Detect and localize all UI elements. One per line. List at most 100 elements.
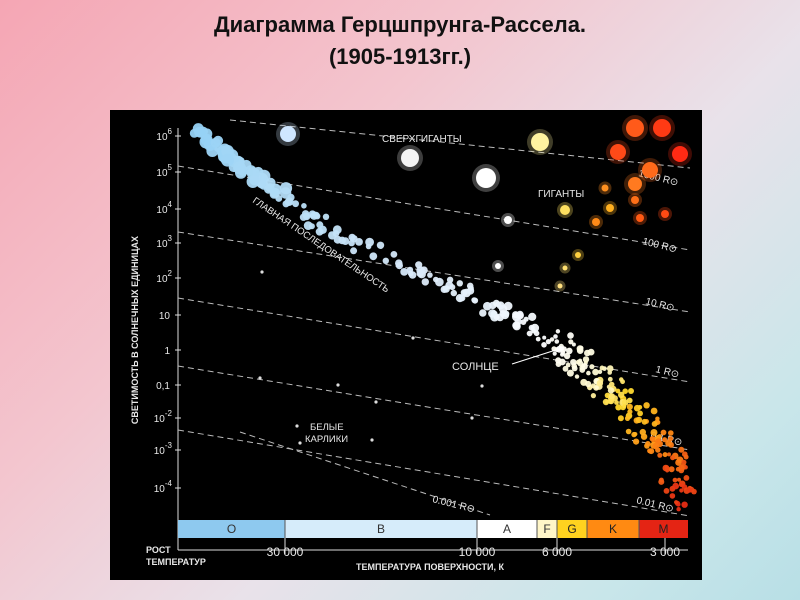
spectral-class-label: K: [609, 522, 617, 536]
star-main-sequence: [592, 368, 599, 376]
star-main-sequence: [672, 477, 678, 483]
star-main-sequence: [625, 428, 632, 435]
radius-line: [229, 119, 691, 169]
star-white-dwarf: [260, 270, 264, 274]
star-main-sequence: [668, 436, 674, 442]
star-main-sequence: [560, 350, 566, 355]
star-main-sequence: [669, 493, 676, 499]
radius-line-label: 10 R⊙: [644, 296, 675, 314]
star-main-sequence: [292, 200, 299, 208]
star-supergiant: [672, 146, 688, 162]
star-main-sequence: [571, 365, 578, 372]
star-main-sequence: [568, 339, 574, 345]
star-main-sequence: [665, 439, 672, 447]
x-tick-label: 10 000: [459, 545, 496, 559]
star-main-sequence: [456, 280, 463, 287]
star-main-sequence: [265, 177, 276, 188]
star-main-sequence: [582, 356, 590, 363]
star-giant: [495, 263, 501, 269]
star-main-sequence: [589, 364, 595, 370]
star-supergiant: [610, 144, 626, 160]
star-main-sequence: [233, 161, 246, 175]
star-main-sequence: [683, 454, 689, 460]
star-supergiant: [642, 162, 658, 178]
star-main-sequence: [285, 197, 294, 206]
star-main-sequence: [597, 369, 603, 374]
star-main-sequence: [575, 359, 581, 365]
star-white-dwarf: [336, 383, 340, 387]
star-main-sequence: [668, 430, 674, 436]
spectral-class-B: [285, 520, 477, 538]
star-main-sequence: [348, 233, 356, 241]
star-main-sequence: [643, 402, 650, 409]
y-tick-label: 10: [159, 311, 171, 322]
spectral-class-G: [557, 520, 587, 538]
star-main-sequence: [221, 153, 234, 167]
x-tick-label: 30 000: [267, 545, 304, 559]
star-main-sequence: [608, 398, 615, 405]
star-giant: [504, 216, 512, 224]
star-main-sequence: [633, 438, 640, 445]
star-main-sequence: [633, 404, 641, 412]
star-main-sequence: [617, 415, 624, 422]
star-main-sequence: [376, 241, 385, 249]
star-main-sequence: [628, 388, 634, 394]
star-main-sequence: [670, 455, 676, 461]
star-main-sequence: [571, 342, 576, 347]
y-tick-label: 1: [164, 346, 170, 357]
star-main-sequence: [563, 352, 571, 360]
star-white-dwarf: [374, 400, 378, 404]
star-main-sequence: [652, 442, 659, 450]
star-main-sequence: [570, 359, 577, 366]
star-main-sequence: [562, 365, 569, 372]
star-main-sequence: [471, 297, 479, 304]
star-main-sequence: [679, 488, 684, 493]
sun-pointer-line: [511, 347, 563, 365]
star-white-dwarf: [370, 438, 374, 442]
star-main-sequence: [672, 482, 679, 490]
star-main-sequence: [594, 385, 599, 390]
star-main-sequence: [322, 213, 330, 220]
label-white-dwarfs-line2: КАРЛИКИ: [305, 434, 348, 445]
star-main-sequence: [442, 285, 450, 293]
star-main-sequence: [416, 266, 425, 275]
star-giant: [636, 214, 644, 222]
star-main-sequence: [660, 429, 667, 436]
star-main-sequence: [681, 501, 688, 508]
star-main-sequence: [479, 309, 487, 317]
star-main-sequence: [614, 400, 619, 405]
radius-line-label: 0.001 R⊙: [431, 494, 476, 515]
star-main-sequence: [607, 376, 613, 382]
x-tick-label: 6 000: [542, 545, 572, 559]
star-main-sequence: [607, 387, 615, 394]
star-main-sequence: [395, 262, 403, 270]
star-main-sequence: [565, 362, 571, 368]
star-main-sequence: [668, 466, 675, 473]
star-main-sequence: [552, 351, 557, 356]
star-main-sequence: [624, 415, 631, 421]
radius-line: [177, 429, 691, 517]
star-main-sequence: [639, 428, 646, 436]
star-main-sequence: [328, 231, 337, 240]
y-tick-label: 105: [156, 163, 172, 179]
label-giants: ГИГАНТЫ: [538, 189, 584, 200]
star-giant: [557, 283, 563, 289]
star-main-sequence: [355, 238, 363, 246]
spectral-class-label: F: [543, 522, 550, 536]
star-main-sequence: [542, 335, 547, 340]
star-giant: [562, 265, 568, 271]
label-sun: СОЛНЦЕ: [452, 361, 499, 373]
star-main-sequence: [523, 316, 529, 322]
star-main-sequence: [316, 221, 324, 229]
star-main-sequence: [645, 441, 651, 447]
star-main-sequence: [496, 301, 505, 310]
star-main-sequence: [615, 404, 622, 411]
star-main-sequence: [641, 418, 648, 425]
star-main-sequence: [683, 475, 690, 481]
star-main-sequence: [308, 223, 315, 230]
star-main-sequence: [608, 381, 615, 388]
star-white-dwarf: [480, 384, 484, 388]
star-main-sequence: [365, 237, 374, 247]
hr-diagram-chart: 106 105 104 103 102 10 1 0,1 10-2 10-3 10-4 СВЕТИМО…: [110, 110, 702, 580]
star-main-sequence: [626, 403, 633, 410]
